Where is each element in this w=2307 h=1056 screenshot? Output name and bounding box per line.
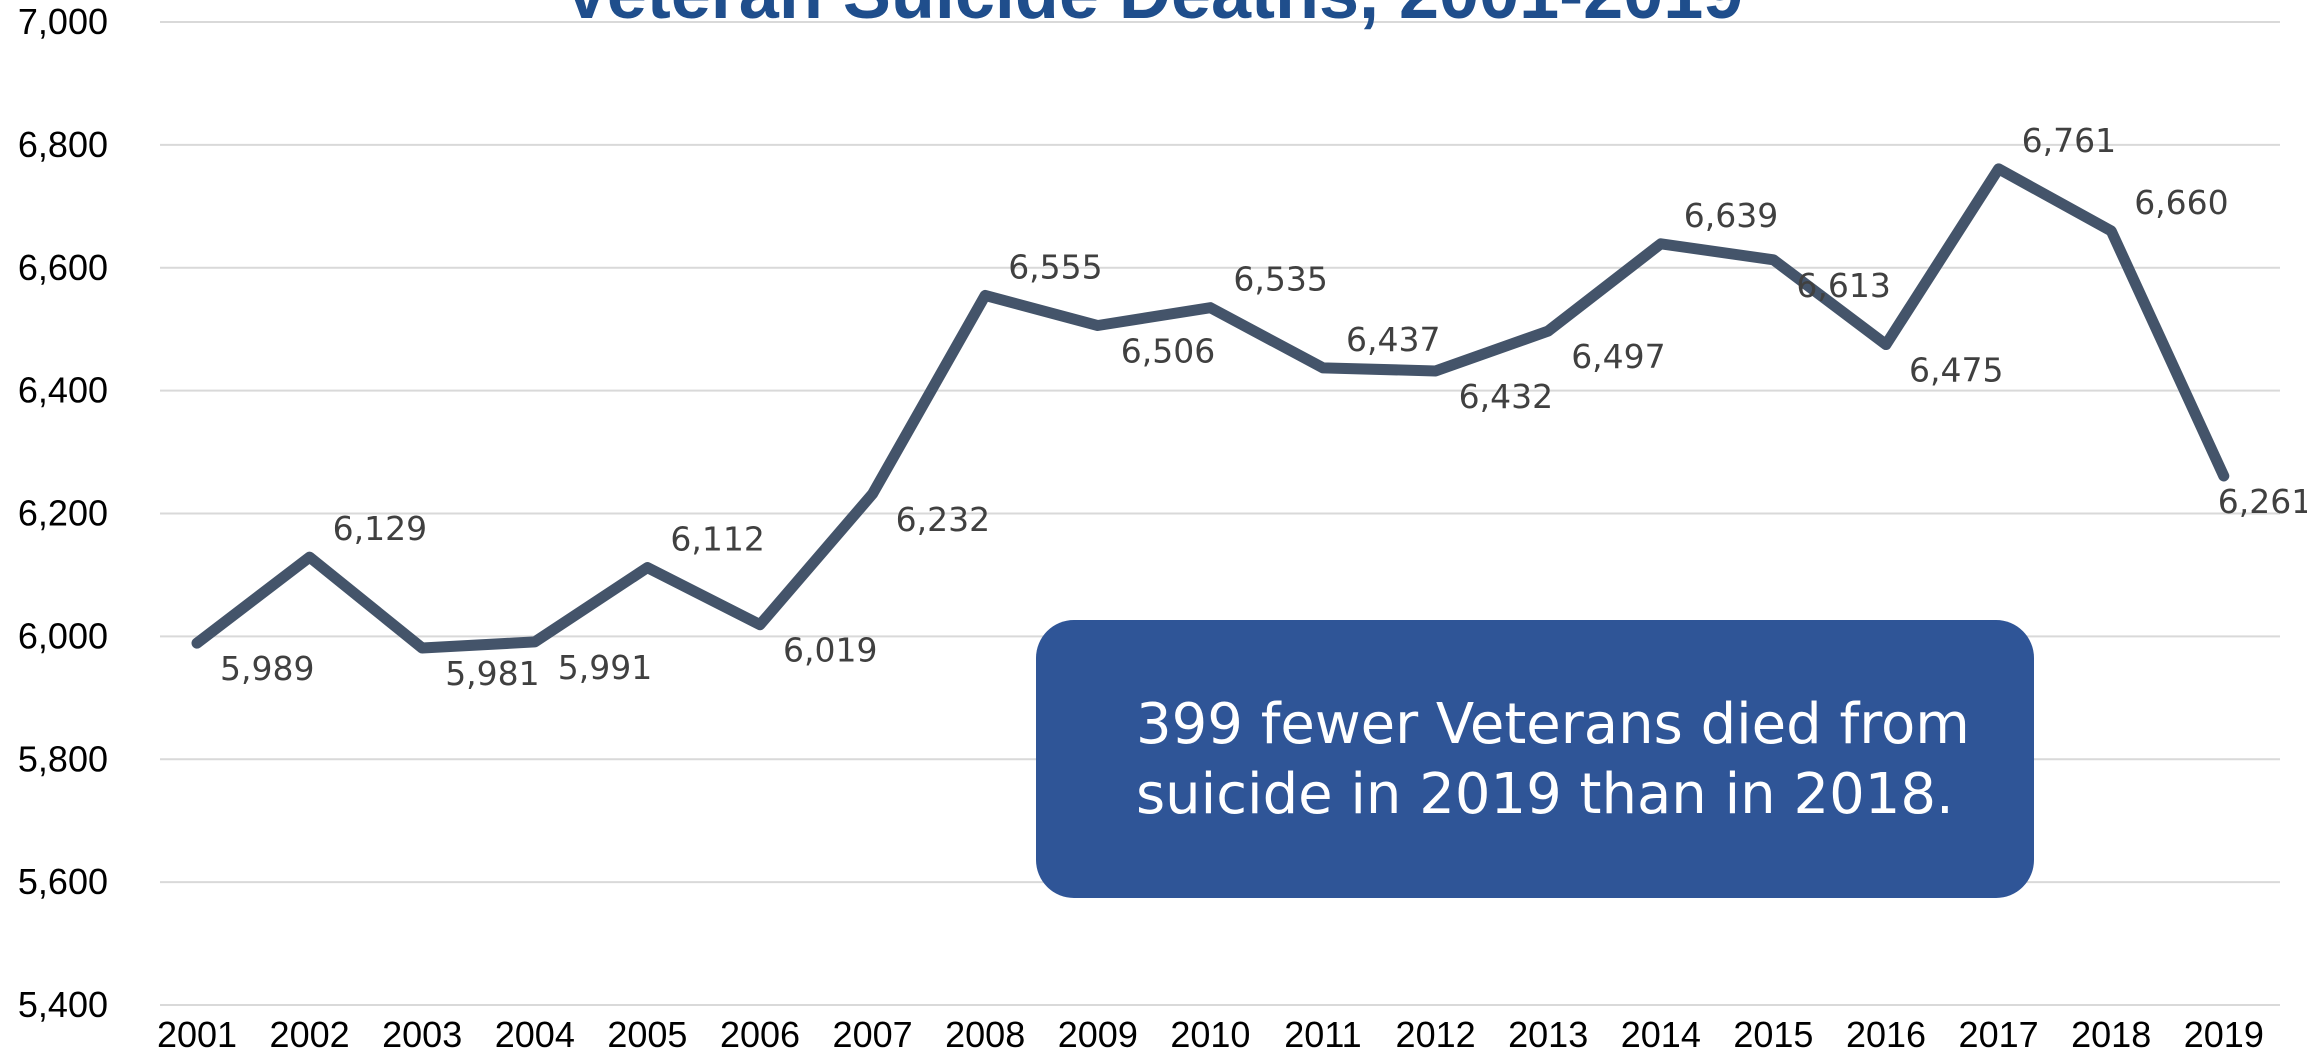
x-tick-label: 2011	[1284, 1014, 1361, 1055]
x-tick-label: 2004	[495, 1014, 575, 1055]
annotation-box	[1036, 620, 2034, 898]
x-tick-label: 2013	[1508, 1014, 1588, 1055]
x-tick-label: 2001	[157, 1014, 237, 1055]
data-label: 6,555	[1008, 247, 1102, 286]
y-tick-label: 6,200	[18, 493, 108, 534]
annotation-line-2: suicide in 2019 than in 2018.	[1136, 762, 1954, 827]
x-tick-label: 2007	[833, 1014, 913, 1055]
annotation-callout: 399 fewer Veterans died from suicide in …	[1036, 620, 2034, 898]
series-line-layer	[191, 163, 2230, 654]
y-tick-label: 5,800	[18, 738, 108, 779]
y-tick-label: 5,400	[18, 984, 108, 1025]
y-axis-ticks: 5,400 5,600 5,800 6,000 6,200 6,400 6,600 6,800…	[18, 1, 108, 1025]
y-tick-label: 6,800	[18, 124, 108, 165]
x-tick-label: 2002	[270, 1014, 350, 1055]
x-tick-label: 2019	[2184, 1014, 2264, 1055]
y-tick-label: 6,400	[18, 370, 108, 411]
data-label: 6,506	[1121, 332, 1215, 371]
data-label: 5,981	[445, 654, 539, 693]
chart-title: Veteran Suicide Deaths, 2001-2019	[563, 0, 1744, 34]
data-label: 6,019	[783, 631, 877, 670]
data-label: 6,432	[1459, 377, 1553, 416]
gridlines	[160, 21, 2280, 1006]
data-label: 6,261	[2218, 482, 2307, 521]
data-label: 6,639	[1684, 196, 1778, 235]
x-tick-label: 2015	[1733, 1014, 1813, 1055]
y-tick-label: 6,600	[18, 247, 108, 288]
x-tick-label: 2008	[945, 1014, 1025, 1055]
x-tick-label: 2005	[607, 1014, 687, 1055]
series-line	[191, 163, 2230, 654]
data-label: 6,475	[1909, 351, 2003, 390]
data-label: 5,991	[558, 648, 652, 687]
x-axis-ticks: 2001 2002 2003 2004 2005 2006 2007 2008 2009 2010…	[157, 1014, 2264, 1055]
y-tick-label: 6,000	[18, 615, 108, 656]
x-tick-label: 2009	[1058, 1014, 1138, 1055]
data-label: 6,112	[670, 520, 764, 559]
data-label: 6,497	[1571, 337, 1665, 376]
x-tick-label: 2016	[1846, 1014, 1926, 1055]
y-tick-label: 5,600	[18, 861, 108, 902]
data-label: 5,989	[220, 649, 314, 688]
data-label: 6,613	[1796, 266, 1890, 305]
y-tick-label: 7,000	[18, 1, 108, 42]
annotation-line-1: 399 fewer Veterans died from	[1136, 692, 1970, 757]
x-tick-label: 2003	[382, 1014, 462, 1055]
x-tick-label: 2012	[1396, 1014, 1476, 1055]
data-label: 6,129	[333, 509, 427, 548]
data-label: 6,660	[2134, 183, 2228, 222]
x-tick-label: 2010	[1170, 1014, 1250, 1055]
x-tick-label: 2014	[1621, 1014, 1701, 1055]
x-tick-label: 2017	[1959, 1014, 2039, 1055]
x-tick-label: 2006	[720, 1014, 800, 1055]
data-label: 6,232	[896, 500, 990, 539]
data-label: 6,437	[1346, 320, 1440, 359]
x-tick-label: 2018	[2071, 1014, 2151, 1055]
data-labels: 5,989 6,129 5,981 5,991 6,112 6,019 6,232 6,555…	[220, 121, 2307, 693]
data-label: 6,761	[2022, 121, 2116, 160]
data-label: 6,535	[1233, 260, 1327, 299]
